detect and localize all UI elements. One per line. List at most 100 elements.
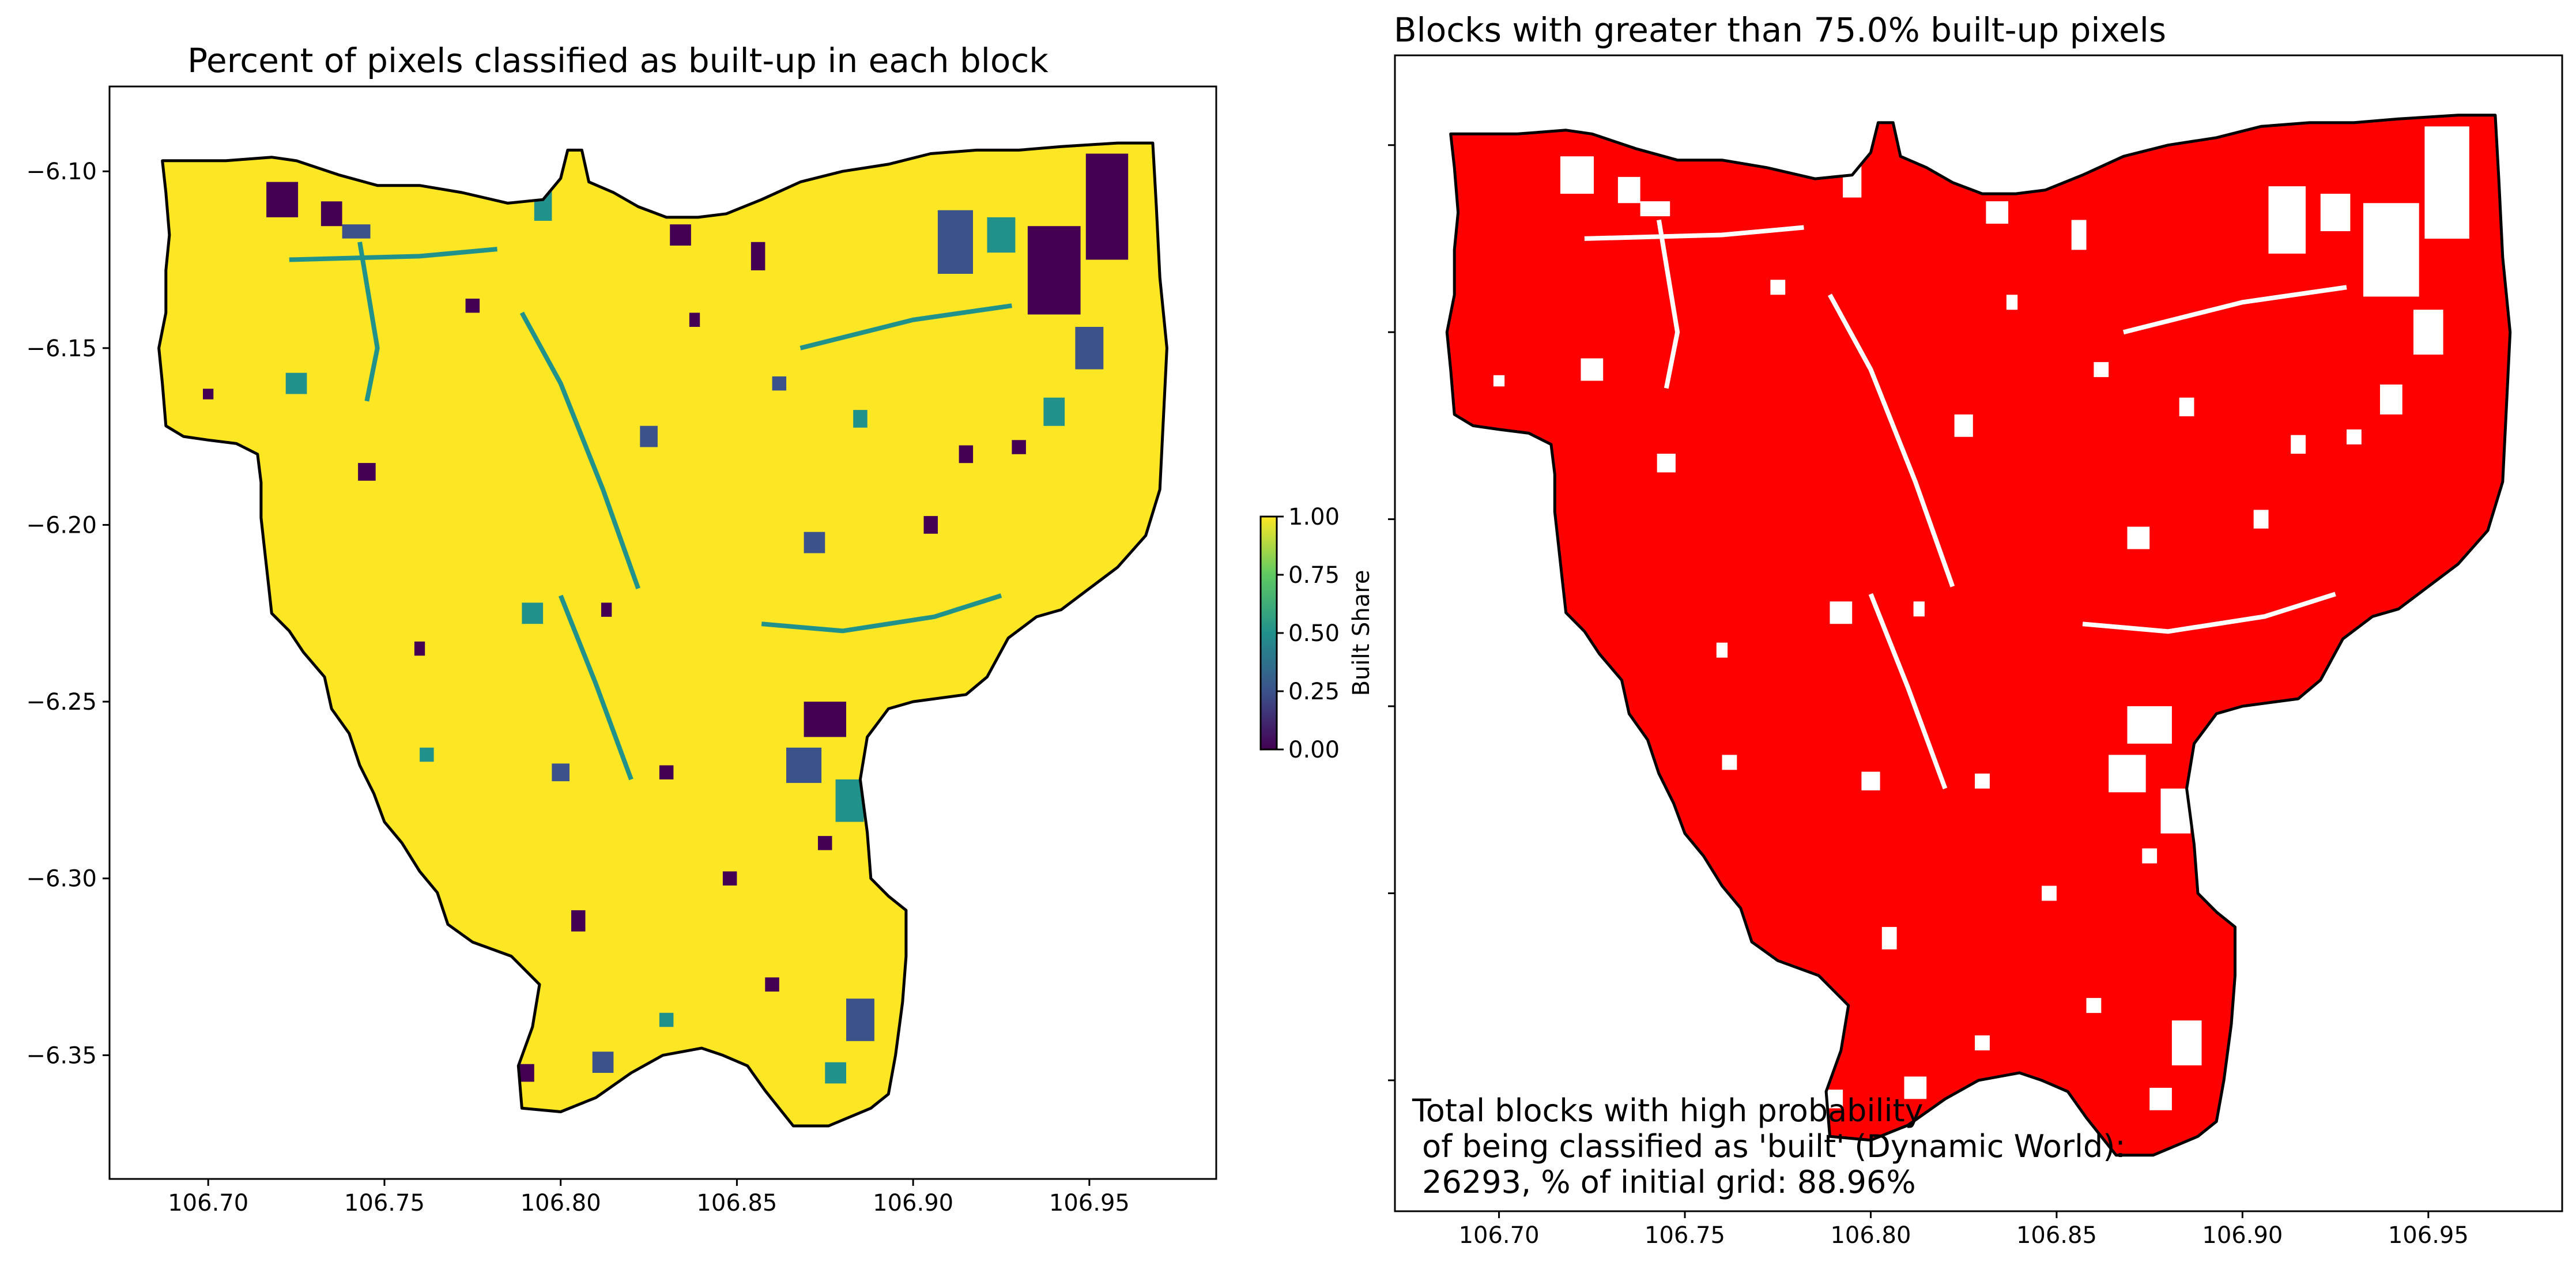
y-tick-label: −6.10 [26,159,97,185]
colorbar-tick-label: 0.00 [1288,737,1340,763]
y-tick-label: −6.25 [26,689,97,715]
non-built-block [2347,429,2362,444]
low-built-share-block [853,410,868,428]
non-built-block [1617,176,1640,204]
low-built-share-block [592,1052,614,1073]
non-built-block [2380,385,2402,415]
linear-non-built-feature [1584,225,1804,241]
non-built-block [2127,706,2172,744]
annotation-line-3: 26293, % of initial grid: 88.96% [1412,1164,1916,1200]
non-built-block [1954,414,1973,437]
right-jakarta-boundary [1445,114,2512,1157]
low-built-share-block [804,532,825,553]
non-built-block [2086,998,2102,1013]
linear-low-share-feature [558,594,633,781]
x-tick-label: 106.80 [521,1190,601,1216]
low-built-share-block [266,182,299,217]
x-tick-label: 106.85 [696,1190,777,1216]
low-built-share-block [987,217,1016,253]
right-annotation: Total blocks with high probability of be… [1412,1092,2126,1200]
linear-non-built-feature [2123,285,2347,335]
non-built-block [2320,194,2351,231]
left-x-axis: 106.70 106.75 106.80 106.85 106.90 106.95 [168,1179,1130,1216]
right-map-fill [1447,115,2510,1155]
left-chart-title: Percent of pixels classified as built-up… [187,41,1048,80]
low-built-share-block [689,312,700,327]
non-built-block [1975,773,1990,789]
low-built-share-block [825,1062,846,1084]
non-built-block [2160,788,2191,834]
non-built-block [2268,186,2306,254]
low-built-share-block [420,747,434,762]
low-built-share-block [414,641,425,656]
y-tick-label: −6.35 [26,1042,97,1069]
linear-non-built-feature [1827,293,1955,587]
non-built-block [1913,601,1925,617]
low-built-share-block [522,602,544,624]
low-built-share-block [765,977,779,992]
right-chart-title: Blocks with greater than 75.0% built-up … [1394,10,2166,50]
x-tick-label: 106.90 [2202,1222,2283,1249]
low-built-share-block [750,242,765,270]
low-built-share-block [1085,153,1129,260]
right-x-axis: 106.70 106.75 106.80 106.85 106.90 106.95 [1459,1211,2469,1249]
non-built-block [1830,601,1853,624]
y-tick-label: −6.20 [26,512,97,538]
non-built-block [2109,755,2146,793]
low-built-share-block [1027,226,1081,315]
linear-non-built-feature [2082,591,2336,634]
low-built-share-block [659,765,674,779]
linear-non-built-feature [1868,593,1948,790]
low-built-share-block [659,1012,674,1027]
low-built-share-block [342,224,371,239]
low-built-share-block [772,376,787,391]
left-chart: Percent of pixels classified as built-up… [26,41,1217,1216]
non-built-block [2071,220,2087,250]
x-tick-label: 106.95 [1049,1190,1130,1216]
low-built-share-block [923,516,938,534]
low-built-share-block [846,999,874,1041]
non-built-block [2042,886,2057,901]
linear-low-share-feature [799,303,1012,351]
low-built-share-block [571,910,586,932]
y-tick-label: −6.15 [26,336,97,362]
right-plot-frame [1394,54,2563,1212]
non-built-block [1657,454,1676,473]
annotation-line-1: Total blocks with high probability [1412,1092,1923,1129]
x-tick-label: 106.90 [873,1190,953,1216]
non-built-block [2363,203,2419,297]
x-tick-label: 106.80 [1830,1222,1911,1249]
x-tick-label: 106.75 [344,1190,425,1216]
low-built-share-block [670,224,691,246]
x-tick-label: 106.70 [168,1190,248,1216]
colorbar-gradient [1259,515,1278,751]
low-built-share-block [203,389,214,400]
y-tick-label: −6.30 [26,866,97,892]
low-built-share-block [358,463,376,481]
right-non-built-patches [1493,126,2469,1110]
x-tick-label: 106.95 [2388,1222,2469,1249]
right-y-axis [1388,144,1395,1082]
low-built-share-block [1043,397,1065,426]
non-built-block [2253,510,2269,529]
colorbar-tick-label: 0.75 [1288,562,1340,589]
linear-low-share-feature [357,242,380,402]
non-built-block [1493,375,1505,387]
low-built-share-block [937,210,973,274]
low-built-share-block [959,445,974,464]
non-built-block [2094,362,2109,378]
low-built-share-block [285,372,307,394]
low-built-share-block [804,702,846,737]
colorbar-tick-label: 0.25 [1288,679,1340,705]
colorbar-tick-label: 0.50 [1288,620,1340,647]
non-built-block [1861,771,1880,790]
low-built-share-block [1075,327,1104,370]
linear-low-share-feature [761,593,1002,634]
colorbar-label: Built Share [1348,570,1375,696]
x-tick-label: 106.75 [1645,1222,1725,1249]
non-built-block [2149,1087,2172,1110]
non-built-block [2179,397,2194,417]
linear-non-built-feature [1656,219,1680,389]
low-built-share-block [552,763,569,782]
